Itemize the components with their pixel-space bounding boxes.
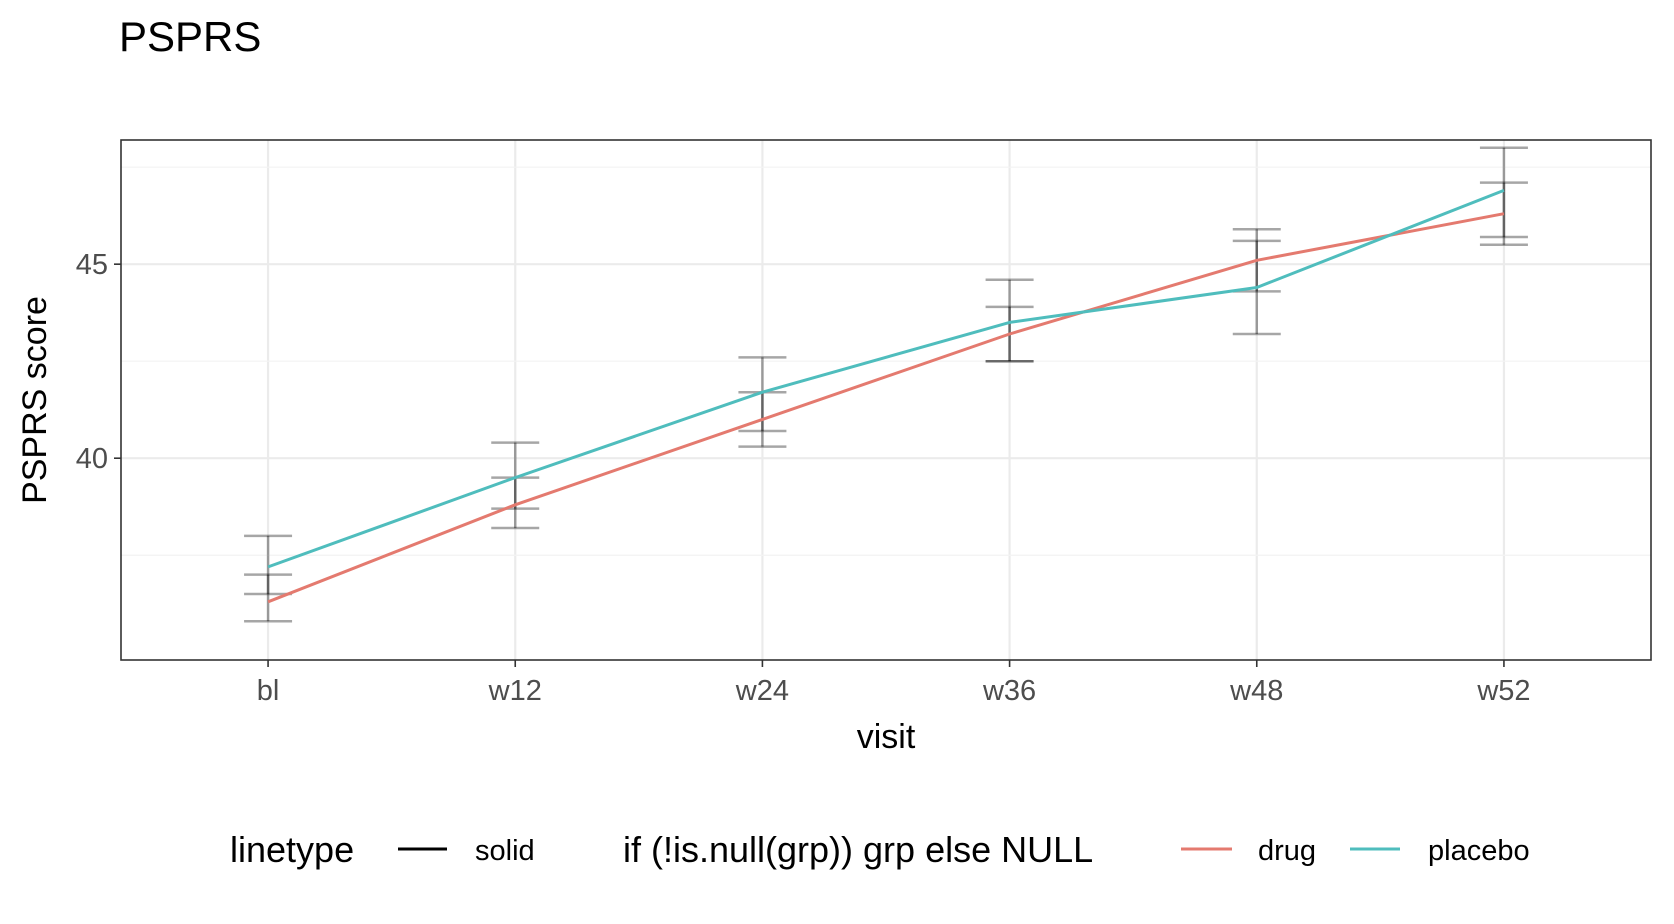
error-bar-placebo (1479, 146, 1528, 239)
error-bars (244, 146, 1528, 623)
x-tick-label: w36 (982, 675, 1036, 707)
error-bar-placebo (491, 441, 540, 510)
legend-label-solid: solid (475, 835, 535, 867)
x-tick-label: w12 (488, 675, 542, 707)
error-bar-placebo (985, 278, 1034, 363)
grid (121, 140, 1651, 660)
chart-title: PSPRS (119, 13, 261, 60)
series-line-placebo (267, 189, 1505, 569)
series-line-drug (267, 212, 1505, 604)
error-bar-placebo (244, 534, 293, 596)
error-bar-drug (1232, 239, 1281, 293)
x-tick-label: w24 (735, 675, 789, 707)
series-lines (267, 189, 1505, 604)
x-axis-label: visit (857, 718, 916, 756)
y-tick-label: 45 (76, 249, 108, 281)
error-bar-placebo (1232, 228, 1281, 336)
y-axis: 40 45 (76, 249, 121, 475)
legend: linetype solid if (!is.null(grp)) grp el… (230, 829, 1530, 870)
legend-label-placebo: placebo (1428, 835, 1530, 867)
x-tick-label: w48 (1229, 675, 1283, 707)
legend-group-title: if (!is.null(grp)) grp else NULL (623, 829, 1093, 870)
legend-label-drug: drug (1258, 835, 1316, 867)
error-bar-drug (244, 573, 293, 623)
y-axis-label: PSPRS score (16, 296, 54, 504)
x-tick-label: w52 (1476, 675, 1530, 707)
error-bar-drug (1479, 181, 1528, 247)
x-axis: bl w12 w24 w36 w48 w52 (257, 660, 1531, 707)
plot-panel-border (120, 139, 1652, 661)
x-tick-label: bl (257, 675, 280, 707)
y-tick-label: 40 (76, 443, 108, 475)
legend-linetype-title: linetype (230, 829, 354, 870)
